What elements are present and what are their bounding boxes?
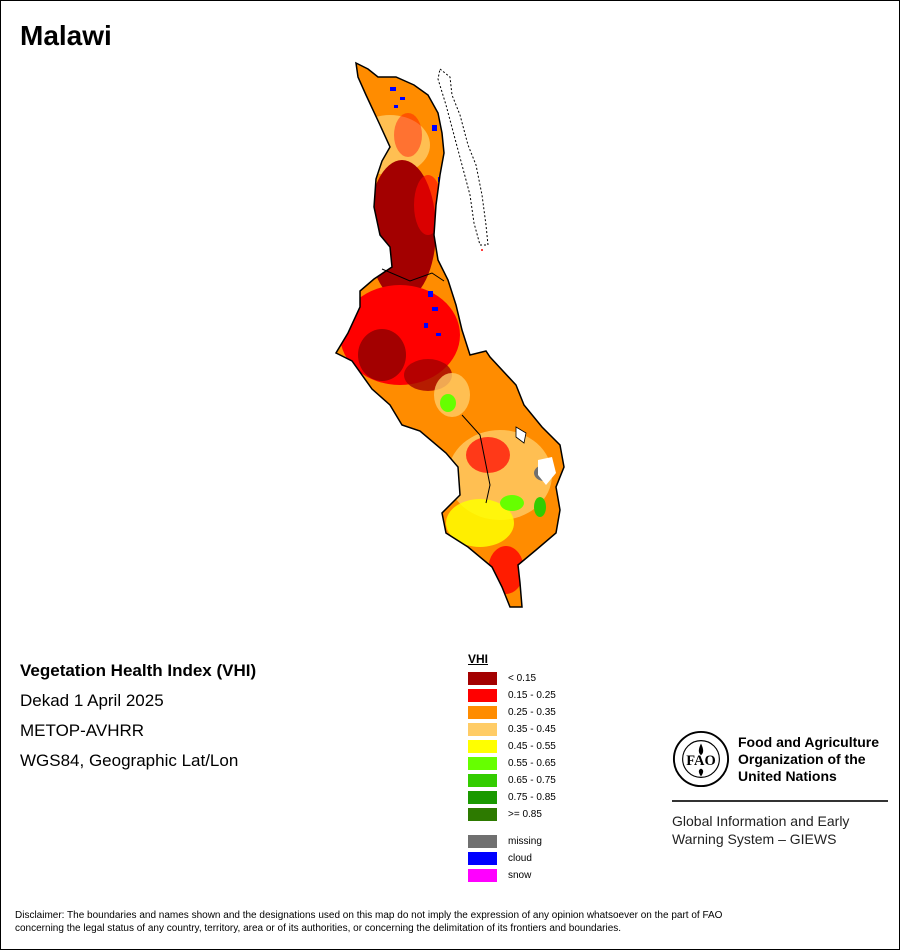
giews-label: Global Information and Early Warning Sys… [672,813,850,847]
legend-swatch [468,723,497,736]
legend-row: 0.55 - 0.65 [468,755,556,772]
legend-swatch [468,774,497,787]
disclaimer-text: Disclaimer: The boundaries and names sho… [15,910,723,934]
legend-label: 0.15 - 0.25 [508,690,556,701]
index-title: Vegetation Health Index (VHI) [20,661,257,680]
legend-label: 0.75 - 0.85 [508,792,556,803]
legend-swatch [468,808,497,821]
map-metadata: Vegetation Health Index (VHI) Dekad 1 Ap… [20,656,256,776]
legend-row-cloud: cloud [468,850,556,867]
legend-swatch [468,706,497,719]
projection-label: WGS84, Geographic Lat/Lon [20,751,239,770]
legend-row: 0.45 - 0.55 [468,738,556,755]
legend-row: 0.65 - 0.75 [468,772,556,789]
legend-row: 0.35 - 0.45 [468,721,556,738]
region-boundaries [381,268,491,504]
legend-label: cloud [508,853,532,864]
period-label: Dekad 1 April 2025 [20,691,164,710]
legend-swatch [468,852,497,865]
organization-block: FAO Food and Agriculture Organization of… [672,730,888,848]
legend-swatch [468,869,497,882]
legend-swatch [468,757,497,770]
legend-row: 0.75 - 0.85 [468,789,556,806]
legend-swatch [468,672,497,685]
legend-swatch [468,740,497,753]
legend-swatch [468,835,497,848]
legend-label: missing [508,836,542,847]
legend-label: 0.65 - 0.75 [508,775,556,786]
malawi-map-svg [320,55,580,620]
vhi-legend: VHI < 0.15 0.15 - 0.25 0.25 - 0.35 0.35 … [468,652,556,884]
sensor-label: METOP-AVHRR [20,721,145,740]
fao-logo-icon: FAO [672,730,730,788]
legend-row: 0.15 - 0.25 [468,687,556,704]
legend-row-missing: missing [468,833,556,850]
legend-label: < 0.15 [508,673,537,684]
legend-row: 0.25 - 0.35 [468,704,556,721]
legend-row: >= 0.85 [468,806,556,823]
legend-swatch [468,689,497,702]
country-title: Malawi [20,20,112,51]
legend-label: snow [508,870,532,881]
country-boundary [334,61,565,608]
legend-label: >= 0.85 [508,809,542,820]
legend-row: < 0.15 [468,670,556,687]
legend-row-snow: snow [468,867,556,884]
legend-label: 0.35 - 0.45 [508,724,556,735]
legend-swatch [468,791,497,804]
legend-label: 0.25 - 0.35 [508,707,556,718]
vhi-map [320,55,580,620]
legend-title: VHI [468,652,489,666]
svg-text:FAO: FAO [686,753,716,769]
lake-malawi [437,68,489,246]
legend-label: 0.55 - 0.65 [508,758,556,769]
legend-label: 0.45 - 0.55 [508,741,556,752]
organization-name: Food and Agriculture Organization of the… [738,733,880,784]
